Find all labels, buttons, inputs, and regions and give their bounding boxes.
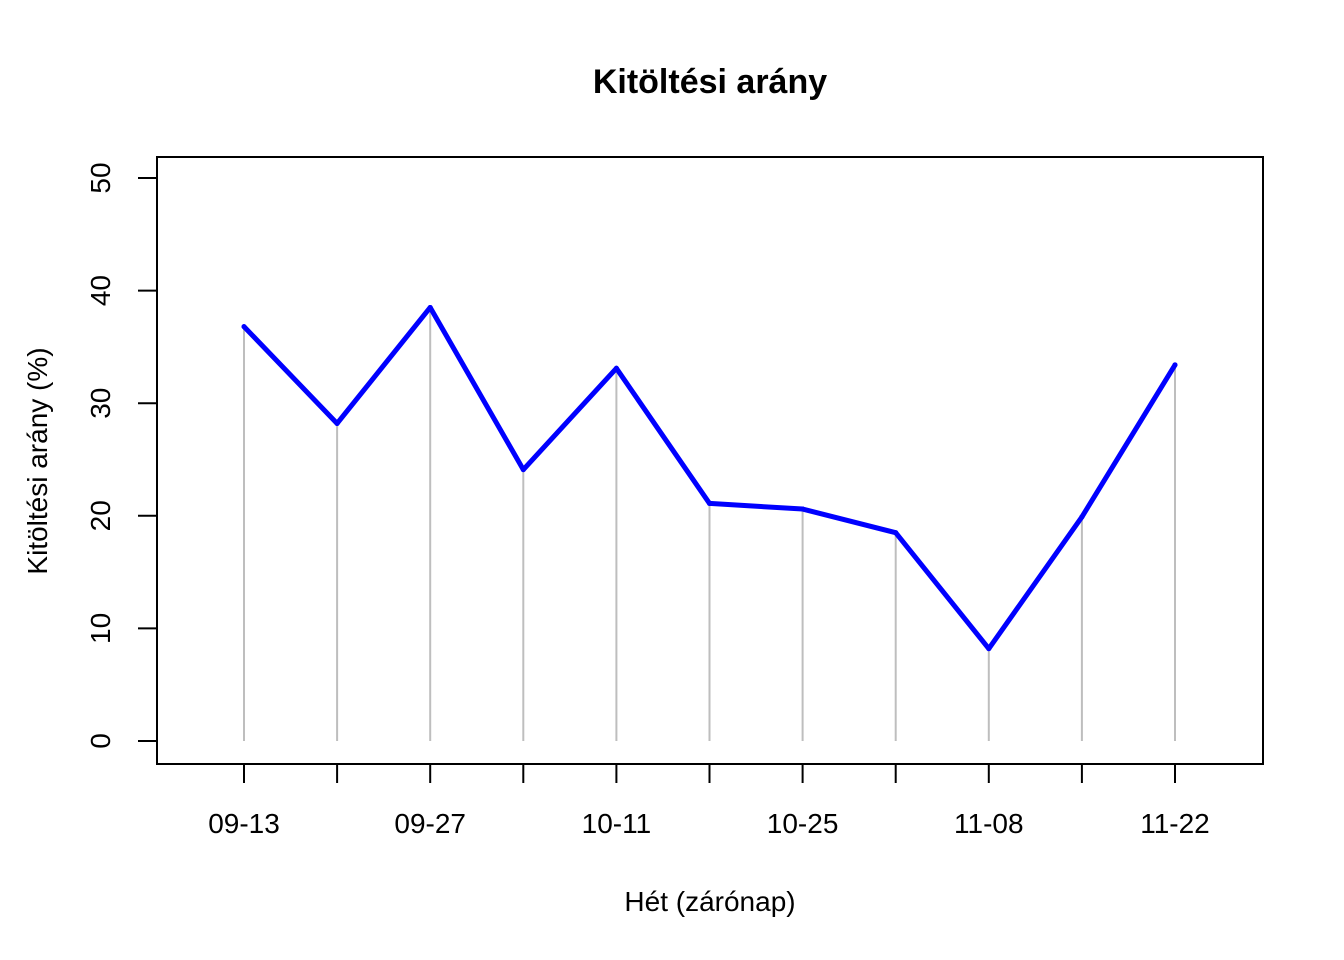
y-tick-label: 30 [85, 388, 116, 419]
series-segment-10-11 [613, 365, 712, 506]
series-segment-11-08 [986, 514, 1085, 652]
data-point-10-04 [520, 467, 526, 473]
x-tick-label: 09-27 [394, 808, 466, 839]
y-tick-label: 40 [85, 275, 116, 306]
series-segment-11-01 [893, 530, 992, 652]
y-axis-label: Kitöltési arány (%) [22, 347, 53, 574]
y-tick-label: 50 [85, 162, 116, 193]
drop-lines [243, 307, 1176, 741]
data-point-09-13 [241, 324, 247, 330]
data-point-10-11 [613, 365, 619, 371]
series-segment-10-18 [707, 500, 806, 512]
y-tick-label: 20 [85, 500, 116, 531]
series-layer [241, 304, 1178, 652]
x-axis-label: Hét (zárónap) [624, 886, 795, 917]
series-segment-10-25 [800, 506, 899, 536]
y-tick-label: 0 [85, 733, 116, 749]
series-segment-11-15 [1079, 362, 1178, 520]
series-segment-10-04 [520, 365, 619, 473]
y-axis: 0 10 20 30 40 50 [85, 162, 157, 749]
data-point-11-08 [986, 646, 992, 652]
data-point-10-18 [707, 500, 712, 506]
x-tick-label: 11-08 [954, 808, 1024, 839]
x-tick-label: 10-25 [767, 808, 839, 839]
series-segment-09-27 [427, 304, 526, 473]
data-point-10-25 [800, 506, 806, 512]
chart-title: Kitöltési arány [593, 63, 827, 101]
data-point-11-01 [893, 530, 899, 536]
data-point-09-27 [427, 304, 433, 310]
x-tick-label: 11-22 [1140, 808, 1210, 839]
x-tick-label: 10-11 [582, 808, 652, 839]
x-tick-label: 09-13 [208, 808, 280, 839]
y-tick-label: 10 [85, 613, 116, 644]
series-segment-09-20 [334, 304, 433, 426]
data-point-11-15 [1079, 514, 1085, 520]
data-point-09-20 [334, 420, 340, 426]
data-point-11-22 [1172, 362, 1178, 368]
x-axis: 09-13 09-27 10-11 10-25 11-08 11-22 [208, 764, 1210, 839]
series-segment-09-13 [241, 324, 340, 426]
